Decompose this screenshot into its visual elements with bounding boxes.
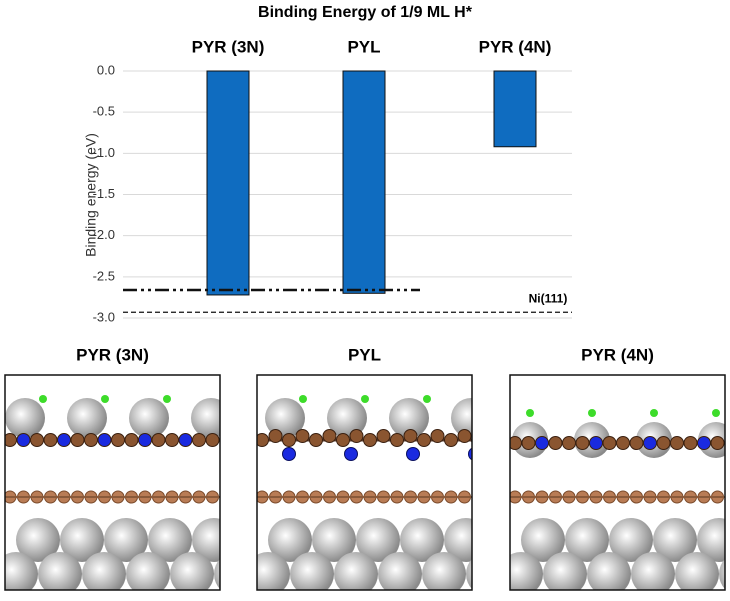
c-atom xyxy=(193,434,206,447)
c-atom xyxy=(576,437,589,450)
n-atom xyxy=(469,448,482,461)
c-atom xyxy=(630,437,643,450)
y-tick-label: -2.5 xyxy=(93,268,115,283)
panel-title: PYR (4N) xyxy=(581,345,654,364)
h-atom xyxy=(163,395,171,403)
h-ni-atom xyxy=(67,398,107,438)
c-atom xyxy=(125,434,138,447)
c-atom xyxy=(85,434,98,447)
c-atom xyxy=(112,434,125,447)
c-atom xyxy=(323,430,336,443)
n-atom xyxy=(644,437,657,450)
c-atom xyxy=(296,430,309,443)
y-tick-label: -0.5 xyxy=(93,104,115,119)
c-atom xyxy=(391,434,404,447)
x-tick-label: PYL xyxy=(347,37,380,56)
c-atom xyxy=(337,434,350,447)
h-atom xyxy=(299,395,307,403)
chart-title: Binding Energy of 1/9 ML H* xyxy=(258,4,473,21)
h-ni-atom xyxy=(5,398,45,438)
panel-title: PYL xyxy=(348,345,381,364)
structure xyxy=(0,375,280,596)
c-atom xyxy=(404,430,417,443)
n-atom xyxy=(283,448,296,461)
c-atom xyxy=(220,491,232,503)
c-atom xyxy=(283,434,296,447)
n-atom xyxy=(58,434,71,447)
c-atom xyxy=(603,437,616,450)
n-atom xyxy=(590,437,603,450)
n-atom xyxy=(345,448,358,461)
c-atom xyxy=(350,430,363,443)
n-atom xyxy=(220,434,233,447)
structure xyxy=(499,375,730,596)
c-atom xyxy=(44,434,57,447)
h-ni-atom xyxy=(191,398,231,438)
c-atom xyxy=(458,430,471,443)
h-atom xyxy=(650,409,658,417)
c-atom xyxy=(617,437,630,450)
h-atom xyxy=(485,395,493,403)
c-atom xyxy=(310,434,323,447)
structure xyxy=(246,375,532,596)
h-atom xyxy=(101,395,109,403)
y-tick-label: -3.0 xyxy=(93,309,115,324)
bar xyxy=(207,71,249,295)
h-atom xyxy=(712,409,720,417)
n-atom xyxy=(179,434,192,447)
bar xyxy=(494,71,536,147)
c-atom xyxy=(472,491,484,503)
c-atom xyxy=(206,434,219,447)
h-atom xyxy=(526,409,534,417)
c-atom xyxy=(472,434,485,447)
h-atom xyxy=(588,409,596,417)
c-atom xyxy=(71,434,84,447)
n-atom xyxy=(98,434,111,447)
n-atom xyxy=(139,434,152,447)
h-atom xyxy=(225,395,233,403)
n-atom xyxy=(698,437,711,450)
c-atom xyxy=(671,437,684,450)
c-atom xyxy=(711,437,724,450)
c-atom xyxy=(431,430,444,443)
c-atom xyxy=(31,434,44,447)
x-tick-label: PYR (3N) xyxy=(192,37,265,56)
n-atom xyxy=(17,434,30,447)
h-atom xyxy=(39,395,47,403)
y-tick-label: 0.0 xyxy=(97,62,115,77)
h-atom xyxy=(423,395,431,403)
c-atom xyxy=(364,434,377,447)
y-tick-label: -1.5 xyxy=(93,186,115,201)
y-tick-label: -2.0 xyxy=(93,227,115,242)
y-tick-label: -1.0 xyxy=(93,145,115,160)
c-atom xyxy=(549,437,562,450)
bar xyxy=(343,71,385,293)
n-atom xyxy=(536,437,549,450)
c-atom xyxy=(684,437,697,450)
h-atom xyxy=(361,395,369,403)
h-ni-atom xyxy=(451,398,491,438)
c-atom xyxy=(445,434,458,447)
x-tick-label: PYR (4N) xyxy=(479,37,552,56)
c-atom xyxy=(166,434,179,447)
panel-title: PYR (3N) xyxy=(76,345,149,364)
c-atom xyxy=(522,437,535,450)
h-ni-atom xyxy=(129,398,169,438)
c-atom xyxy=(563,437,576,450)
c-atom xyxy=(152,434,165,447)
reference-label: Ni(111) xyxy=(529,291,568,305)
c-atom xyxy=(657,437,670,450)
n-atom xyxy=(407,448,420,461)
c-atom xyxy=(418,434,431,447)
c-atom xyxy=(377,430,390,443)
c-atom xyxy=(269,430,282,443)
